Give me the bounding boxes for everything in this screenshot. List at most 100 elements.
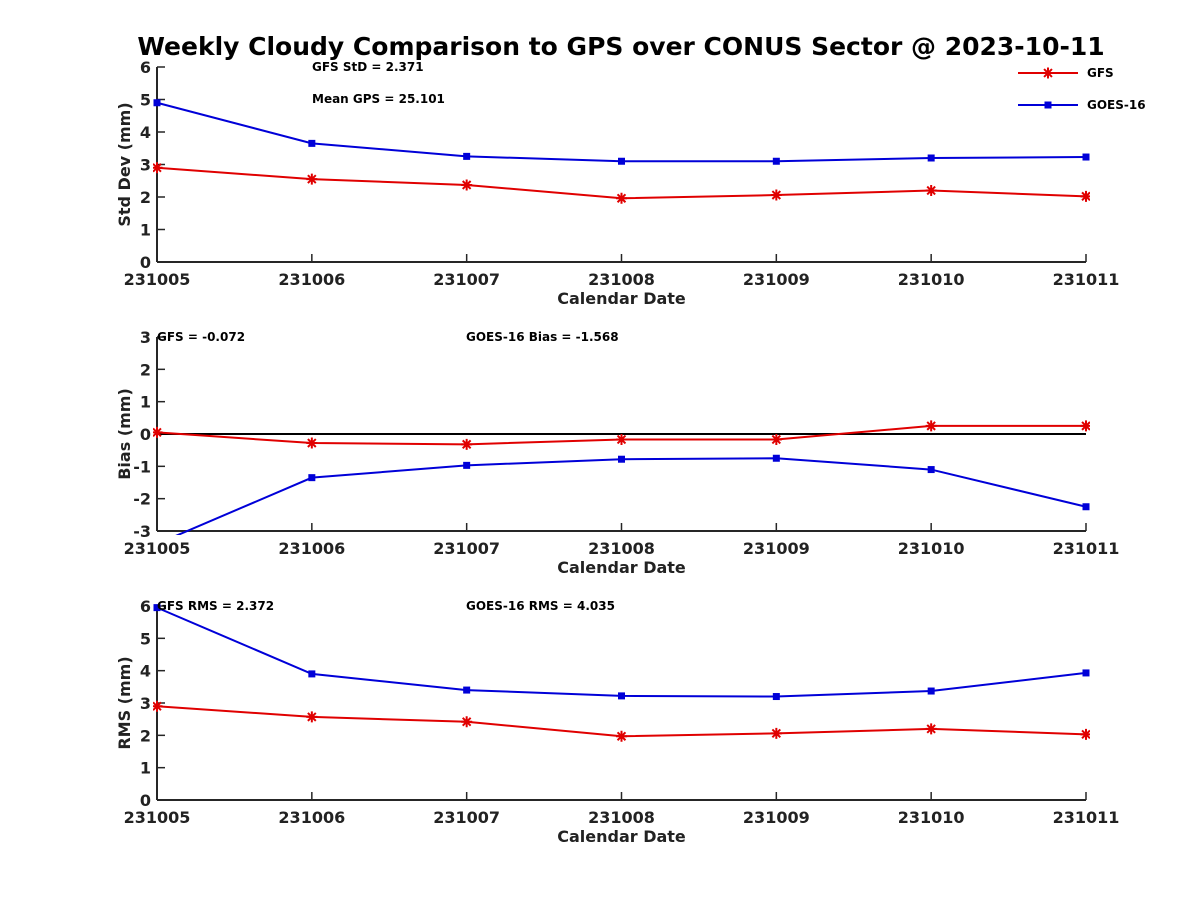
legend-marker: [1044, 101, 1052, 109]
y-tick-label: 3: [140, 328, 151, 347]
data-point: [1082, 503, 1090, 511]
data-point: [463, 686, 471, 694]
x-tick-label: 231009: [743, 270, 810, 289]
figure-title: Weekly Cloudy Comparison to GPS over CON…: [137, 32, 1104, 61]
data-point: [461, 716, 473, 728]
x-tick-label: 231005: [124, 270, 191, 289]
x-tick-label: 231011: [1053, 270, 1120, 289]
data-point: [925, 420, 937, 432]
x-tick-label: 231007: [433, 808, 500, 827]
data-point: [308, 474, 316, 482]
y-tick-label: 1: [140, 393, 151, 412]
data-point: [618, 157, 625, 165]
x-tick-label: 231008: [588, 539, 655, 558]
x-tick-label: 231010: [898, 808, 965, 827]
x-tick-label: 231011: [1053, 539, 1120, 558]
annotation: GOES-16 Bias = -1.568: [466, 330, 619, 344]
data-point: [1082, 153, 1090, 161]
legend-item-gfs: GFS: [1018, 66, 1114, 80]
y-tick-label: 4: [140, 662, 151, 681]
x-tick-label: 231005: [124, 808, 191, 827]
x-tick-label: 231008: [588, 270, 655, 289]
data-point: [461, 179, 473, 191]
legend-marker: [1042, 67, 1054, 79]
annotation: GOES-16 RMS = 4.035: [466, 599, 615, 613]
y-tick-label: 3: [140, 694, 151, 713]
x-axis-label: Calendar Date: [557, 289, 686, 308]
data-point: [616, 433, 627, 445]
x-tick-label: 231005: [124, 539, 191, 558]
x-tick-label: 231009: [743, 808, 810, 827]
data-point: [153, 99, 161, 107]
data-point: [925, 185, 937, 196]
data-point: [770, 727, 782, 739]
data-point: [463, 461, 471, 469]
y-tick-label: 1: [140, 221, 151, 240]
data-point: [618, 455, 625, 463]
y-tick-label: 2: [140, 188, 151, 207]
y-tick-label: 0: [140, 425, 151, 444]
y-tick-label: 6: [140, 597, 151, 616]
data-point: [153, 700, 163, 712]
y-tick-label: 4: [140, 123, 151, 142]
data-point: [461, 438, 473, 450]
data-point: [1080, 728, 1090, 740]
data-point: [770, 433, 782, 445]
x-tick-label: 231010: [898, 270, 965, 289]
y-tick-label: 5: [140, 629, 151, 648]
y-tick-label: 3: [140, 156, 151, 175]
legend-label: GFS: [1087, 66, 1114, 80]
y-tick-label: -1: [133, 457, 151, 476]
series-gfs: [153, 162, 1090, 204]
annotation: GFS RMS = 2.372: [157, 599, 274, 613]
x-tick-label: 231006: [278, 270, 345, 289]
data-point: [618, 692, 625, 700]
x-tick-label: 231007: [433, 539, 500, 558]
legend-item-goes-16: GOES-16: [1018, 98, 1146, 112]
x-axis-label: Calendar Date: [557, 558, 686, 577]
series-goes-16: [175, 454, 1090, 535]
x-tick-label: 231007: [433, 270, 500, 289]
data-point: [153, 162, 163, 174]
x-tick-label: 231006: [278, 808, 345, 827]
x-tick-label: 231011: [1053, 808, 1120, 827]
annotation: GFS StD = 2.371: [312, 60, 424, 74]
legend: GFS GOES-16: [1018, 66, 1146, 112]
data-point: [308, 139, 316, 147]
data-point: [1080, 420, 1090, 432]
data-point: [770, 189, 782, 201]
data-point: [308, 670, 316, 678]
y-tick-label: 2: [140, 726, 151, 745]
data-point: [616, 192, 627, 204]
series-goes-16: [153, 99, 1090, 165]
y-axis-label: RMS (mm): [115, 656, 134, 749]
data-point: [1082, 669, 1090, 677]
x-tick-label: 231010: [898, 539, 965, 558]
x-tick-label: 231006: [278, 539, 345, 558]
data-point: [772, 693, 780, 701]
data-point: [927, 687, 935, 695]
data-point: [463, 152, 471, 160]
x-tick-label: 231009: [743, 539, 810, 558]
data-point: [153, 426, 163, 438]
data-point: [1080, 190, 1090, 202]
data-point: [925, 723, 937, 735]
data-point: [153, 604, 161, 612]
y-axis-label: Bias (mm): [115, 388, 134, 480]
y-tick-label: -3: [133, 522, 151, 541]
y-tick-label: 1: [140, 759, 151, 778]
annotation: Mean GPS = 25.101: [312, 92, 445, 106]
data-point: [927, 466, 935, 474]
data-point: [306, 437, 318, 449]
series-gfs: [153, 700, 1090, 742]
series-gfs: [153, 420, 1090, 450]
chart-panel-1: 0 1 2 3 4 5 6 231005 231006 231007 231008 231009 231…: [115, 58, 1119, 308]
data-point: [306, 173, 318, 185]
chart-panel-3: 0 1 2 3 4 5 6 231005 231006 231007 231008 231009 231…: [115, 597, 1119, 846]
data-point: [616, 730, 627, 742]
y-tick-label: 0: [140, 791, 151, 810]
legend-label: GOES-16: [1087, 98, 1146, 112]
x-axis-label: Calendar Date: [557, 827, 686, 846]
